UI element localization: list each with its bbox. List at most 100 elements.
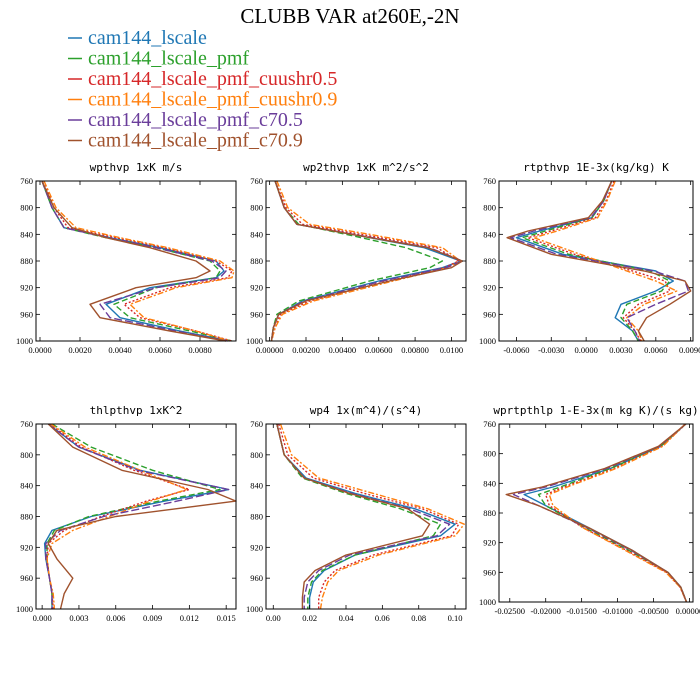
x-tick-label: 0.00600 <box>365 345 393 355</box>
series-line <box>43 180 235 342</box>
series-line <box>270 180 464 342</box>
y-tick-label: 920 <box>483 283 496 293</box>
panel-title: thlpthvp 1xK^2 <box>90 404 183 417</box>
x-tick-label: 0.0080 <box>188 345 211 355</box>
x-tick-label: 0.02 <box>302 613 317 623</box>
x-tick-label: 0.0000 <box>28 345 51 355</box>
legend: cam144_lscalecam144_lscale_pmfcam144_lsc… <box>68 27 337 152</box>
y-tick-label: 800 <box>250 450 263 460</box>
series-line <box>270 180 462 342</box>
panel-title: wp4 1x(m^4)/(s^4) <box>310 404 423 417</box>
series-line <box>506 180 692 342</box>
series-line <box>276 423 456 609</box>
y-tick-label: 800 <box>483 203 496 213</box>
x-tick-label: 0.0100 <box>440 345 463 355</box>
series-line <box>270 180 444 342</box>
x-tick-label: 0.0060 <box>644 345 667 355</box>
x-tick-label: 0.000 <box>33 613 52 623</box>
legend-entry: cam144_lscale_pmf_cuushr0.5 <box>88 68 337 90</box>
x-tick-label: 0.00800 <box>401 345 429 355</box>
y-tick-label: 760 <box>20 419 33 429</box>
x-tick-label: 0.0040 <box>108 345 131 355</box>
panel-title: rtpthvp 1E-3x(kg/kg) K <box>523 161 669 174</box>
y-tick-label: 840 <box>483 478 496 488</box>
figure-title: CLUBB VAR at260E,-2N <box>240 4 459 28</box>
x-tick-label: 0.00 <box>266 613 281 623</box>
y-tick-label: 880 <box>483 256 496 266</box>
series-line <box>45 423 230 609</box>
panel-4: thlpthvp 1xK^276080084088092096010000.00… <box>16 404 237 623</box>
series-line <box>276 423 442 609</box>
x-tick-label: 0.003 <box>69 613 88 623</box>
x-tick-label: 0.0030 <box>609 345 632 355</box>
y-tick-label: 800 <box>20 450 33 460</box>
y-tick-label: 800 <box>483 449 496 459</box>
series-line <box>47 423 237 610</box>
panel-title: wpthvp 1xK m/s <box>90 161 183 174</box>
series-line <box>46 423 188 610</box>
plot-frame <box>35 180 237 342</box>
series-line <box>270 180 460 342</box>
y-tick-label: 960 <box>20 573 33 583</box>
x-tick-label: 0.08 <box>411 613 426 623</box>
series-line <box>279 423 465 610</box>
y-tick-label: 840 <box>483 229 496 239</box>
series-line <box>505 423 688 603</box>
x-tick-label: 0.04 <box>339 613 355 623</box>
series-line <box>545 423 688 603</box>
series-line <box>270 180 464 342</box>
x-tick-label: 0.00000 <box>256 345 284 355</box>
y-tick-label: 920 <box>20 283 33 293</box>
y-tick-label: 880 <box>250 512 263 522</box>
x-tick-label: 0.0060 <box>148 345 171 355</box>
x-tick-label: 0.00000 <box>676 606 700 616</box>
y-tick-label: 840 <box>250 481 263 491</box>
panel-title: wp2thvp 1xK m^2/s^2 <box>303 161 429 174</box>
plot-frame <box>498 423 694 603</box>
y-tick-label: 760 <box>250 419 263 429</box>
y-tick-label: 760 <box>483 176 496 186</box>
y-tick-label: 920 <box>250 283 263 293</box>
y-tick-label: 960 <box>483 309 496 319</box>
panels: wpthvp 1xK m/s76080084088092096010000.00… <box>16 161 700 623</box>
series-line <box>46 423 221 609</box>
x-tick-label: -0.00500 <box>638 606 668 616</box>
series-line <box>278 423 460 609</box>
y-tick-label: 800 <box>20 203 33 213</box>
y-tick-label: 920 <box>20 542 33 552</box>
y-tick-label: 920 <box>483 538 496 548</box>
series-line <box>41 180 233 342</box>
y-tick-label: 880 <box>20 512 33 522</box>
legend-entry: cam144_lscale_pmf <box>88 48 249 70</box>
y-tick-label: 960 <box>483 567 496 577</box>
y-tick-label: 880 <box>20 256 33 266</box>
x-tick-label: -0.01500 <box>566 606 596 616</box>
series-line <box>43 423 230 609</box>
series-line <box>41 180 229 342</box>
series-line <box>270 180 462 342</box>
x-tick-label: 0.006 <box>106 613 125 623</box>
legend-entry: cam144_lscale_pmf_c70.5 <box>88 109 303 131</box>
y-tick-label: 1000 <box>246 336 263 346</box>
y-tick-label: 880 <box>250 256 263 266</box>
legend-entry: cam144_lscale <box>88 27 207 49</box>
x-tick-label: 0.00200 <box>292 345 320 355</box>
y-tick-label: 1000 <box>16 336 33 346</box>
x-tick-label: -0.0030 <box>538 345 564 355</box>
y-tick-label: 840 <box>20 229 33 239</box>
y-tick-label: 760 <box>483 419 496 429</box>
y-tick-label: 800 <box>250 203 263 213</box>
x-tick-label: 0.012 <box>180 613 199 623</box>
y-tick-label: 1000 <box>246 604 263 614</box>
series-line <box>523 423 688 603</box>
series-line <box>533 180 678 342</box>
x-tick-label: 0.009 <box>143 613 162 623</box>
y-tick-label: 1000 <box>16 604 33 614</box>
y-tick-label: 760 <box>250 176 263 186</box>
y-tick-label: 1000 <box>479 336 496 346</box>
x-tick-label: 0.10 <box>448 613 463 623</box>
x-tick-label: -0.01000 <box>602 606 632 616</box>
x-tick-label: 0.015 <box>217 613 236 623</box>
series-line <box>276 423 451 609</box>
